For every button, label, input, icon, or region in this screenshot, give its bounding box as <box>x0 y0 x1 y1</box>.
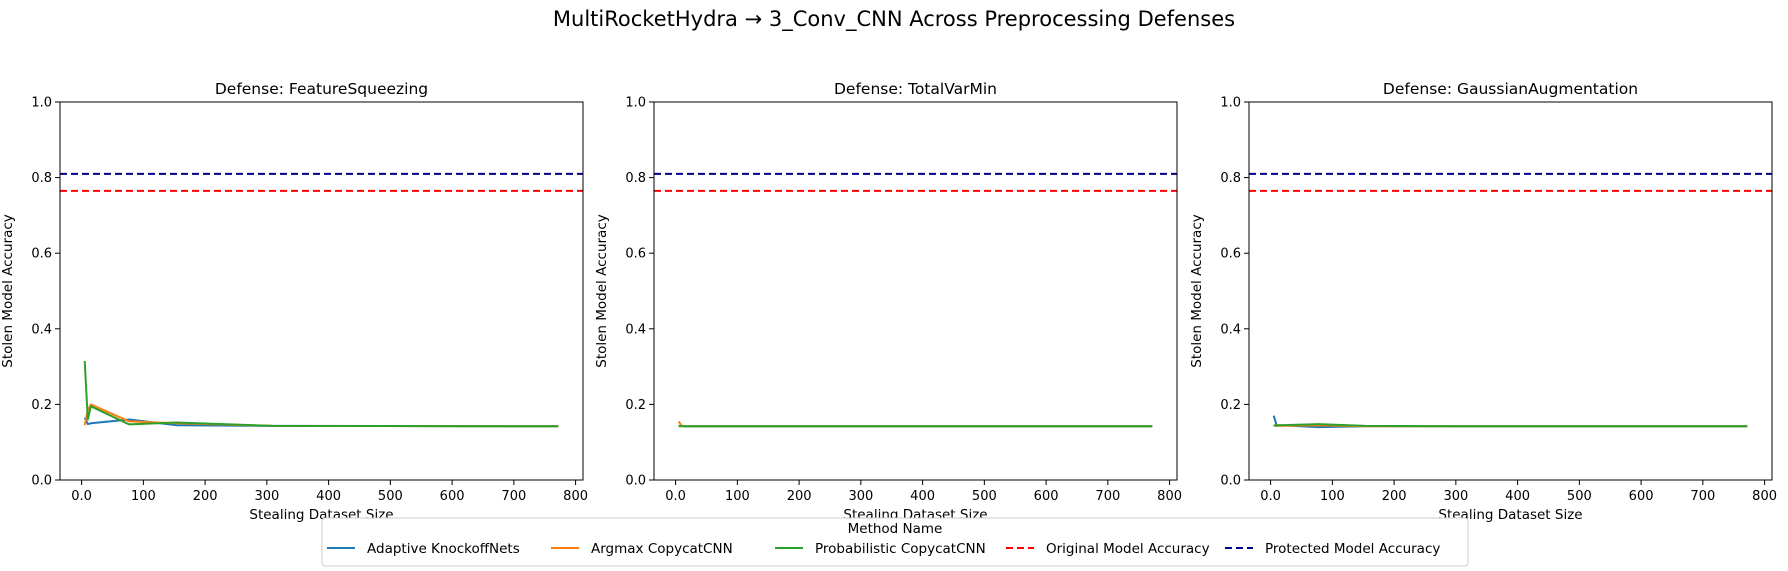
y-tick-label: 0.0 <box>1220 474 1241 489</box>
y-tick-label: 0.6 <box>31 247 52 262</box>
y-axis-label: Stolen Model Accuracy <box>0 214 16 367</box>
legend-entry-adaptive-knockoffnets: Adaptive KnockoffNets <box>327 541 520 557</box>
axes-frame <box>1248 101 1773 481</box>
legend: Method Name Adaptive KnockoffNets Argmax … <box>321 517 1469 567</box>
legend-entry-probabilistic-copycatcnn: Probabilistic CopycatCNN <box>775 541 986 557</box>
y-axis-label: Stolen Model Accuracy <box>594 214 610 367</box>
x-tick-label: 100 <box>725 489 750 504</box>
y-tick-label: 0.8 <box>625 171 646 186</box>
x-tick-label: 700 <box>1095 489 1120 504</box>
x-tick-label: 100 <box>131 489 156 504</box>
x-tick-label: 700 <box>1690 489 1715 504</box>
y-tick-label: 0.4 <box>31 322 52 337</box>
y-tick-label: 0.2 <box>31 398 52 413</box>
legend-entries: Adaptive KnockoffNets Argmax CopycatCNN Pr… <box>327 541 1440 557</box>
x-tick-label: 600 <box>1034 489 1059 504</box>
x-tick-label: 0.0 <box>71 489 92 504</box>
x-tick-label: 300 <box>254 489 279 504</box>
x-tick-label: 800 <box>1157 489 1182 504</box>
y-tick-label: 0.0 <box>625 474 646 489</box>
x-tick-label: 800 <box>1752 489 1777 504</box>
subplot-1: Defense: FeatureSqueezing 0.0 100 200 300 400… <box>0 80 588 523</box>
legend-label: Argmax CopycatCNN <box>591 541 733 557</box>
y-tick-label: 0.2 <box>1220 398 1241 413</box>
x-tick-label: 400 <box>1505 489 1530 504</box>
subplot-title: Defense: TotalVarMin <box>834 80 997 98</box>
x-tick-label: 0.0 <box>1260 489 1281 504</box>
x-tick-label: 600 <box>1629 489 1654 504</box>
figure-title: MultiRocketHydra → 3_Conv_CNN Across Pre… <box>553 7 1235 32</box>
x-tick-label: 700 <box>501 489 526 504</box>
y-tick-label: 1.0 <box>625 96 646 111</box>
x-tick-label: 600 <box>440 489 465 504</box>
y-tick-label: 1.0 <box>31 96 52 111</box>
y-tick-label: 0.4 <box>1220 322 1241 337</box>
axes-frame <box>653 101 1178 481</box>
y-tick-label: 1.0 <box>1220 96 1241 111</box>
x-tick-label: 200 <box>787 489 812 504</box>
subplot-3: Defense: GaussianAugmentation 0.0 100 200 30… <box>1189 80 1777 523</box>
x-tick-label: 200 <box>193 489 218 504</box>
legend-entry-argmax-copycatcnn: Argmax CopycatCNN <box>551 541 733 557</box>
y-tick-label: 0.6 <box>1220 247 1241 262</box>
series-line-probabilistic-copycatcnn <box>83 360 559 428</box>
x-tick-label: 300 <box>1443 489 1468 504</box>
y-tick-label: 0.0 <box>31 474 52 489</box>
x-tick-label: 300 <box>848 489 873 504</box>
x-tick-label: 500 <box>378 489 403 504</box>
x-tick-label: 400 <box>910 489 935 504</box>
x-tick-label: 100 <box>1320 489 1345 504</box>
x-tick-label: 800 <box>563 489 588 504</box>
x-tick-label: 500 <box>972 489 997 504</box>
y-tick-label: 0.8 <box>1220 171 1241 186</box>
x-tick-label: 200 <box>1382 489 1407 504</box>
x-axis-label: Stealing Dataset Size <box>1438 507 1582 523</box>
x-tick-label: 0.0 <box>665 489 686 504</box>
legend-title: Method Name <box>848 521 943 537</box>
subplot-title: Defense: FeatureSqueezing <box>215 80 428 98</box>
x-tick-label: 500 <box>1567 489 1592 504</box>
legend-frame <box>321 517 1469 567</box>
y-tick-label: 0.8 <box>31 171 52 186</box>
legend-entry-original-model-accuracy: Original Model Accuracy <box>1006 541 1210 557</box>
series-line-probabilistic-copycatcnn <box>1273 423 1748 428</box>
subplot-2: Defense: TotalVarMin 0.0 100 200 300 400 500 60… <box>594 80 1182 523</box>
legend-label: Probabilistic CopycatCNN <box>815 541 986 557</box>
legend-label: Protected Model Accuracy <box>1265 541 1440 557</box>
y-tick-label: 0.4 <box>625 322 646 337</box>
legend-entry-protected-model-accuracy: Protected Model Accuracy <box>1225 541 1440 557</box>
subplot-grid: Defense: FeatureSqueezing 0.0 100 200 300 400… <box>0 80 1777 523</box>
axes-frame <box>59 101 584 481</box>
y-tick-label: 0.6 <box>625 247 646 262</box>
legend-label: Adaptive KnockoffNets <box>367 541 520 557</box>
subplot-title: Defense: GaussianAugmentation <box>1383 80 1638 98</box>
y-tick-label: 0.2 <box>625 398 646 413</box>
x-tick-label: 400 <box>316 489 341 504</box>
y-axis-label: Stolen Model Accuracy <box>1189 214 1205 367</box>
legend-label: Original Model Accuracy <box>1046 541 1210 557</box>
